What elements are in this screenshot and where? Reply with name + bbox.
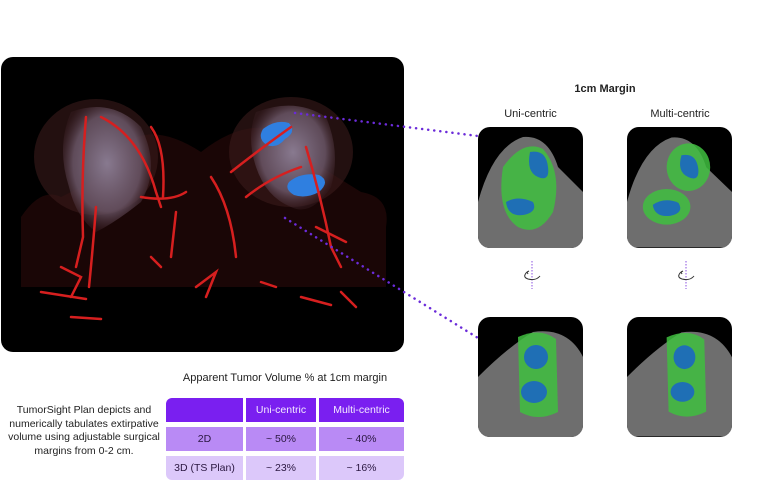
margin-title: 1cm Margin [574,83,636,95]
header-cell [166,398,243,422]
table-row-2d: 2D ~ 50% ~ 40% [166,427,404,451]
value-cell: ~ 23% [246,456,316,480]
3d-breast-render [1,57,404,352]
rotate-axis-icon [674,261,698,289]
table-row-3d: 3D (TS Plan) ~ 23% ~ 16% [166,456,404,480]
table-title: Apparent Tumor Volume % at 1cm margin [182,372,388,384]
figure-caption: TumorSight Plan depicts and numerically … [8,404,160,457]
3d-render-graphic [21,97,387,321]
row-label: 2D [166,427,243,451]
value-cell: ~ 16% [319,456,404,480]
rotate-axis-icon [520,261,544,289]
header-cell-multi-centric: Multi-centric [319,398,404,422]
value-cell: ~ 40% [319,427,404,451]
multi-centric-view-rotated [627,317,732,437]
column-label-multi-centric: Multi-centric [650,108,710,120]
column-label-uni-centric: Uni-centric [504,108,557,120]
tumor-volume-table: Uni-centric Multi-centric 2D ~ 50% ~ 40%… [166,398,404,485]
row-label: 3D (TS Plan) [166,456,243,480]
multi-centric-view-front [627,127,732,248]
uni-centric-view-front [478,127,583,248]
header-cell-uni-centric: Uni-centric [246,398,316,422]
uni-centric-view-rotated [478,317,583,437]
table-header-row: Uni-centric Multi-centric [166,398,404,422]
value-cell: ~ 50% [246,427,316,451]
